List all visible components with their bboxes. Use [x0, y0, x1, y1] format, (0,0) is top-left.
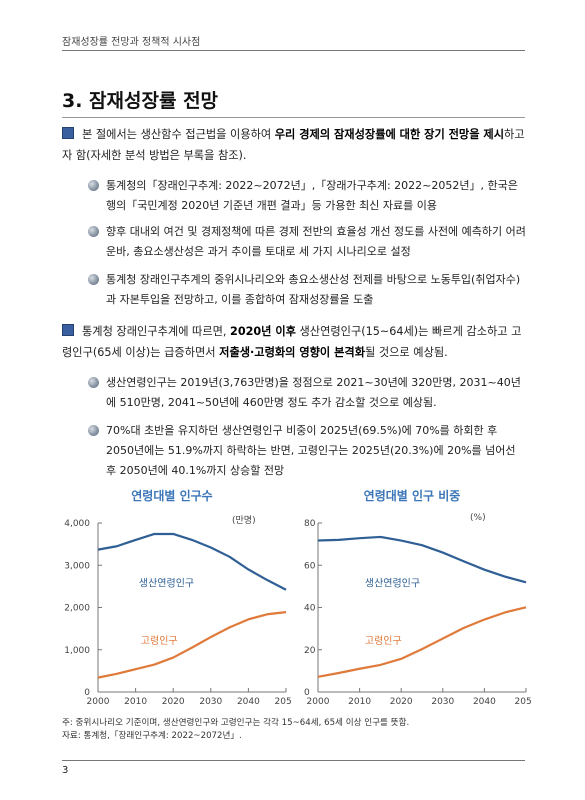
chart-share-svg: 020406080200020102020203020402050생산연령인구고…	[304, 519, 538, 707]
y-tick-label: 20	[304, 646, 316, 656]
x-tick-label: 2050	[515, 697, 532, 707]
paragraph-1-bold: 우리 경제의 잠재성장률에 대한 장기 전망을 제시	[274, 128, 504, 141]
series-line-0	[97, 532, 287, 591]
paragraph-2: 통계청 장래인구추계에 따르면, 2020년 이후 생산연령인구(15~64세)…	[62, 321, 527, 363]
chart-title: 연령대별 인구수	[131, 489, 213, 503]
paragraph-2-tail: 될 것으로 예상됨.	[365, 346, 448, 359]
chart-note: 주: 중위시나리오 기준이며, 생산연령인구와 고령인구는 각각 15~64세,…	[62, 718, 410, 728]
y-tick-label: 0	[304, 688, 310, 698]
bullet-2-1: 생산연령인구는 2019년(3,763만명)을 정점으로 2021~30년에 3…	[88, 373, 527, 413]
chart-source: 자료: 통계청,「장래인구추계: 2022~2072년」.	[62, 731, 242, 741]
section-title: 3. 잠재성장률 전망	[62, 90, 219, 112]
y-tick-label: 2,000	[64, 604, 90, 614]
bullet-text: 생산연령인구는 2019년(3,763만명)을 정점으로 2021~30년에 3…	[106, 376, 521, 409]
x-tick-label: 2010	[348, 697, 371, 707]
y-tick-label: 0	[84, 688, 90, 698]
chart-title: 연령대별 인구 비중	[363, 489, 461, 503]
bullet-1-3: 통계청 장래인구추계의 중위시나리오와 총요소생산성 전제를 바탕으로 노동투입…	[88, 270, 527, 310]
paragraph-1: 본 절에서는 생산함수 접근법을 이용하여 우리 경제의 잠재성장률에 대한 장…	[62, 124, 527, 166]
x-tick-label: 2040	[473, 697, 496, 707]
paragraph-1-tail: 하고자 함(자세한 분석 방법은 부록을 참조).	[62, 128, 525, 162]
chart-unit: (%)	[470, 513, 486, 523]
square-bullet-icon	[62, 324, 74, 336]
title-rule	[62, 117, 525, 118]
header-rule	[62, 50, 525, 51]
page-number: 3	[62, 765, 69, 776]
paragraph-2-bold-2: 저출생·고령화의 영향이 본격화	[219, 346, 365, 359]
bullet-text: 70%대 초반을 유지하던 생산연령인구 비중이 2025년(69.5%)에 7…	[106, 424, 516, 477]
bullet-text: 향후 대내외 여건 및 경제정책에 따른 경제 전반의 효율성 개선 정도를 사…	[106, 225, 526, 258]
paragraph-2-text-2: 생산연령인구(15~64세)는 빠르게 감소하고 고령인구(65세 이상)는 급…	[62, 325, 522, 359]
y-tick-label: 1,000	[64, 646, 90, 656]
bullet-1-2: 향후 대내외 여건 및 경제정책에 따른 경제 전반의 효율성 개선 정도를 사…	[88, 222, 527, 262]
bullet-1-1: 통계청의「장래인구추계: 2022~2072년」,「장래가구추계: 2022~2…	[88, 176, 527, 216]
circle-bullet-icon	[88, 377, 99, 388]
charts-area: 연령대별 인구수 (만명) 0 1,000 2,000 3,000 4,000 2000 2…	[62, 485, 538, 715]
y-tick-label: 4,000	[64, 519, 90, 529]
paragraph-1-text: 본 절에서는 생산함수 접근법을 이용하여	[82, 128, 275, 141]
circle-bullet-icon	[88, 180, 99, 191]
series-label: 고령인구	[365, 635, 402, 647]
circle-bullet-icon	[88, 226, 99, 237]
x-tick-label: 2030	[431, 697, 454, 707]
chart-unit: (만명)	[232, 516, 256, 526]
x-tick-label: 2040	[237, 697, 260, 707]
circle-bullet-icon	[88, 274, 99, 285]
x-tick-label: 2030	[199, 697, 222, 707]
chart-population: 연령대별 인구수 (만명) 0 1,000 2,000 3,000 4,000 2000 2…	[62, 485, 297, 715]
y-tick-label: 60	[304, 561, 316, 571]
series-label: 생산연령인구	[365, 577, 420, 589]
square-bullet-icon	[62, 127, 74, 139]
series-label: 생산연령인구	[139, 577, 194, 589]
footer-rule	[62, 760, 525, 761]
circle-bullet-icon	[88, 425, 99, 436]
series-line-1	[97, 611, 287, 679]
running-header: 잠재성장률 전망과 정책적 시사점	[62, 37, 201, 48]
x-tick-label: 2000	[307, 697, 330, 707]
series-label: 고령인구	[141, 635, 178, 647]
paragraph-2-bold-1: 2020년 이후	[230, 325, 296, 338]
y-tick-label: 40	[304, 604, 316, 614]
series-line-0	[317, 535, 527, 584]
x-tick-label: 2050	[275, 697, 292, 707]
y-tick-label: 3,000	[64, 561, 90, 571]
chart-share: 연령대별 인구 비중 (%) 0 20 40 60 80 2000 2010 2020 2030…	[302, 485, 538, 715]
x-tick-label: 2020	[390, 697, 413, 707]
x-tick-label: 2010	[124, 697, 147, 707]
paragraph-2-text: 통계청 장래인구추계에 따르면,	[82, 325, 231, 338]
bullet-text: 통계청 장래인구추계의 중위시나리오와 총요소생산성 전제를 바탕으로 노동투입…	[106, 273, 521, 306]
bullet-2-2: 70%대 초반을 유지하던 생산연령인구 비중이 2025년(69.5%)에 7…	[88, 421, 527, 481]
bullet-text: 통계청의「장래인구추계: 2022~2072년」,「장래가구추계: 2022~2…	[106, 179, 518, 212]
x-tick-label: 2020	[162, 697, 185, 707]
x-tick-label: 2000	[87, 697, 110, 707]
chart-population-svg: 0 1,000 2,000 3,000 4,000 2000 2010 2020 2030 204…	[64, 519, 297, 707]
y-tick-label: 80	[304, 519, 316, 529]
series-line-1	[317, 606, 527, 678]
